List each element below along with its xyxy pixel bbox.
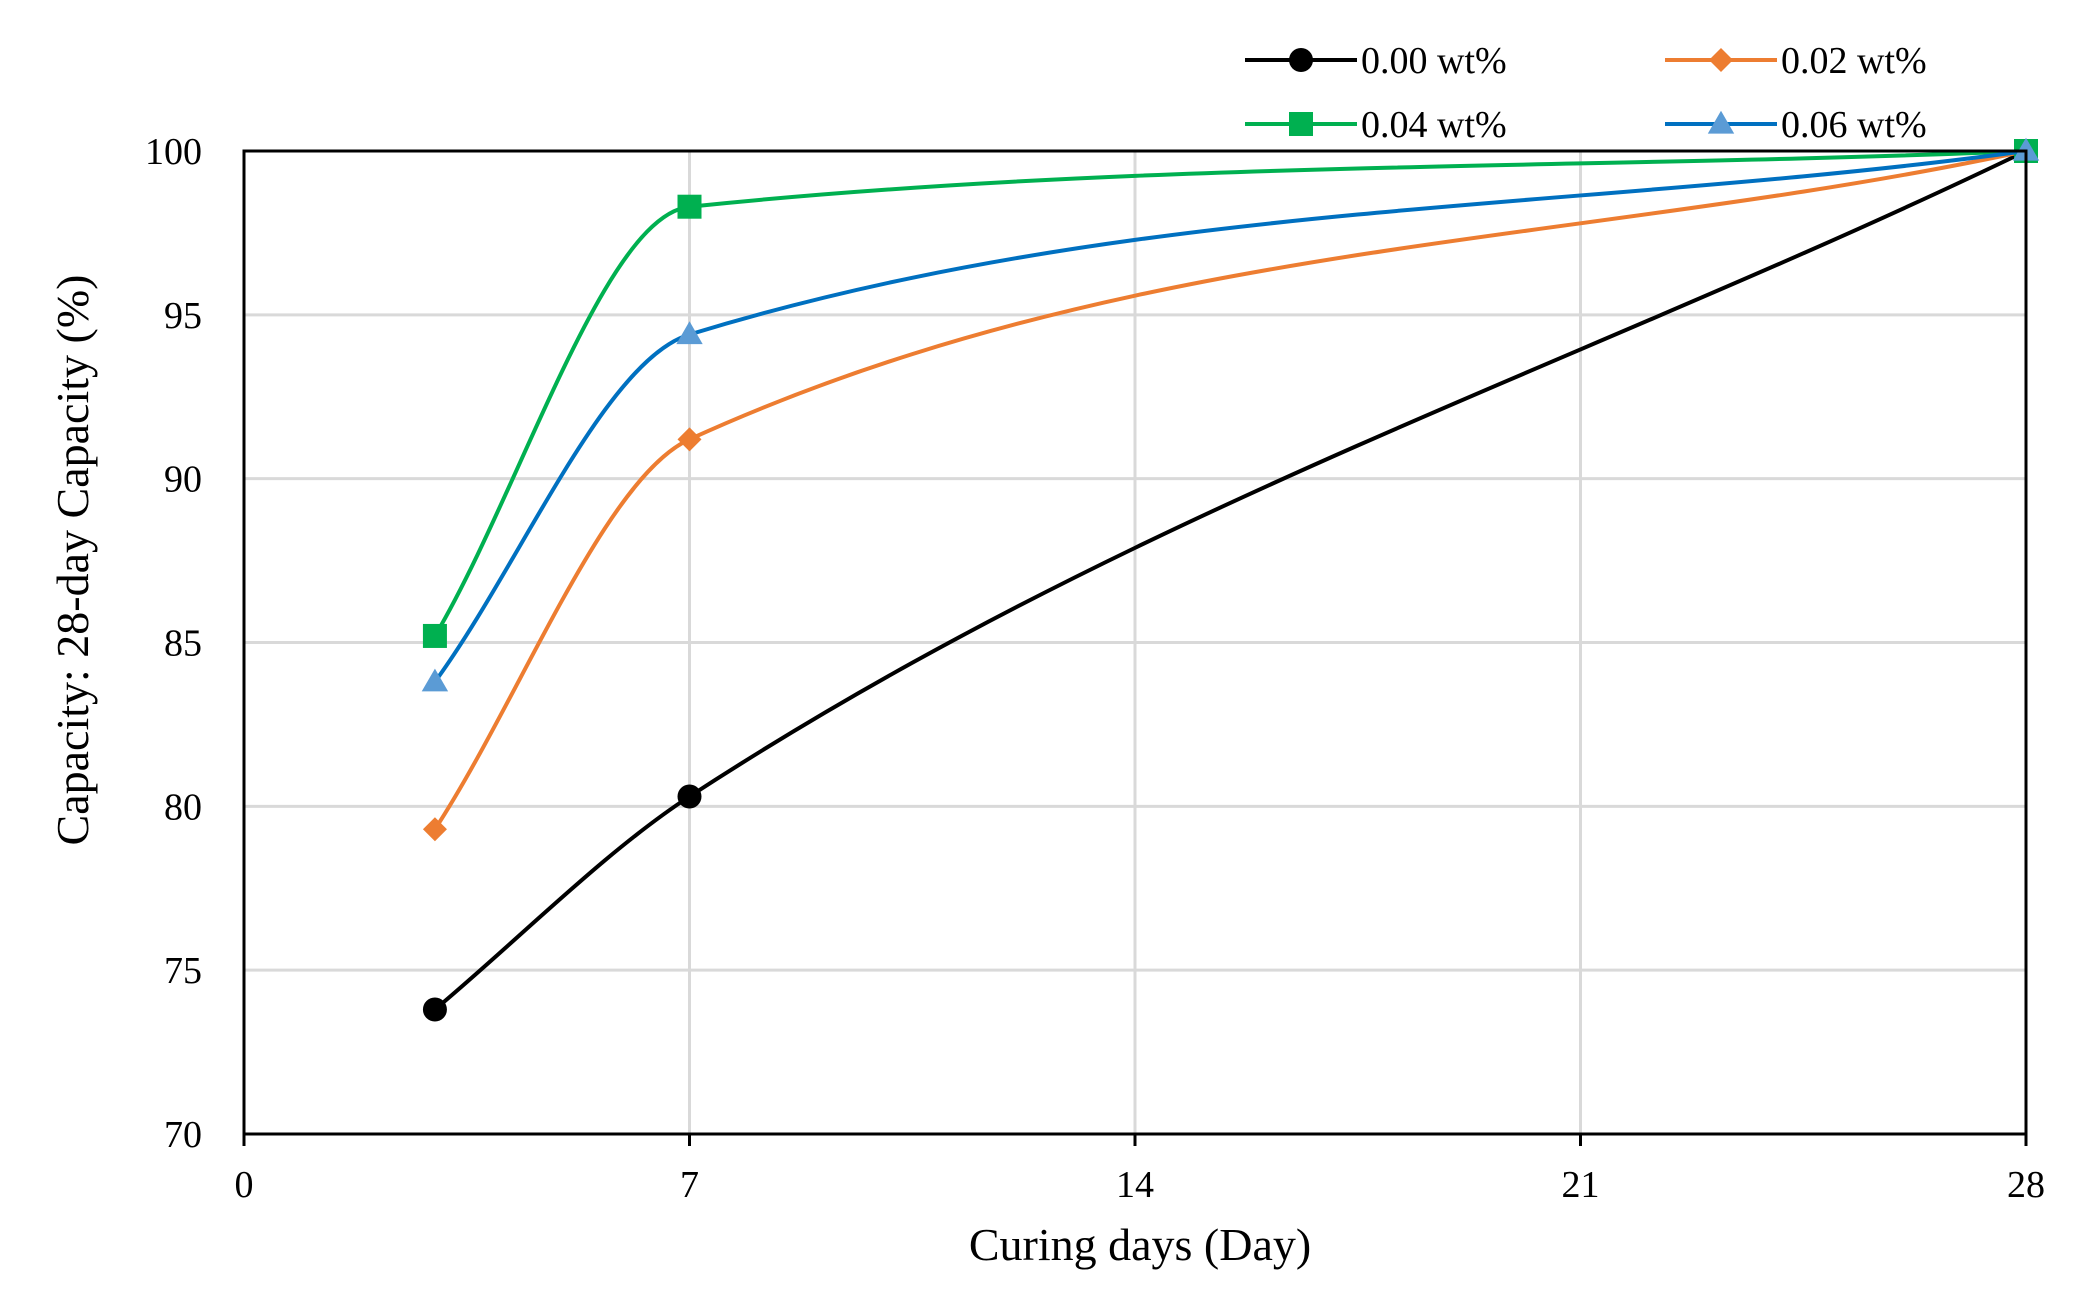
x-tick-label-7: 7	[680, 1164, 699, 1206]
y-tick-label-90: 90	[164, 459, 202, 501]
legend-marker	[1707, 110, 1735, 134]
legend: 0.00 wt% 0.02 wt% 0.04 wt% 0.06 wt%	[1245, 40, 1927, 146]
y-axis-title: Capacity: 28-day Capacity (%)	[47, 275, 98, 846]
series-line	[433, 149, 2027, 831]
legend-item-1: 0.02 wt%	[1665, 40, 1927, 82]
legend-item-0: 0.00 wt%	[1245, 40, 1507, 82]
axes	[242, 149, 2028, 1146]
x-tick-labels: 0 7 14 21 28	[235, 1164, 2046, 1206]
y-tick-labels: 70 75 80 85 90 95 100	[145, 131, 202, 1156]
x-tick-label-28: 28	[2007, 1164, 2045, 1206]
x-tick-label-14: 14	[1116, 1164, 1154, 1206]
legend-marker	[1289, 48, 1313, 72]
data-point-3	[421, 668, 449, 692]
legend-marker	[1709, 48, 1733, 72]
series-0-00	[422, 139, 2038, 1022]
legend-label: 0.00 wt%	[1361, 40, 1507, 82]
y-tick-label-95: 95	[164, 295, 202, 337]
x-axis-title: Curing days (Day)	[969, 1219, 1311, 1270]
series-line	[433, 149, 2027, 684]
legend-label: 0.02 wt%	[1781, 40, 1927, 82]
gridlines	[244, 149, 2028, 1134]
data-point-28	[2012, 137, 2040, 161]
legend-label: 0.04 wt%	[1361, 104, 1507, 146]
y-tick-label-85: 85	[164, 623, 202, 665]
y-tick-label-70: 70	[164, 1114, 202, 1156]
data-point-3	[422, 817, 447, 842]
x-tick-label-0: 0	[235, 1164, 254, 1206]
legend-item-2: 0.04 wt%	[1245, 104, 1507, 146]
data-point-7	[676, 321, 703, 345]
y-tick-label-80: 80	[164, 786, 202, 828]
series-line	[433, 149, 2027, 1012]
data-point-7	[677, 427, 702, 452]
data-point-7	[677, 194, 702, 219]
series-0-02	[422, 139, 2038, 842]
series-group	[421, 137, 2040, 1022]
legend-item-3: 0.06 wt%	[1665, 104, 1927, 146]
data-point-3	[422, 623, 447, 648]
legend-marker	[1289, 112, 1313, 136]
x-tick-label-21: 21	[1562, 1164, 1600, 1206]
data-point-3	[422, 997, 447, 1022]
series-0-06	[421, 137, 2040, 692]
y-tick-label-75: 75	[164, 950, 202, 992]
legend-label: 0.06 wt%	[1781, 104, 1927, 146]
series-line	[433, 149, 2027, 637]
y-tick-label-100: 100	[145, 131, 202, 173]
series-0-04	[422, 139, 2038, 648]
data-point-7	[677, 784, 702, 809]
